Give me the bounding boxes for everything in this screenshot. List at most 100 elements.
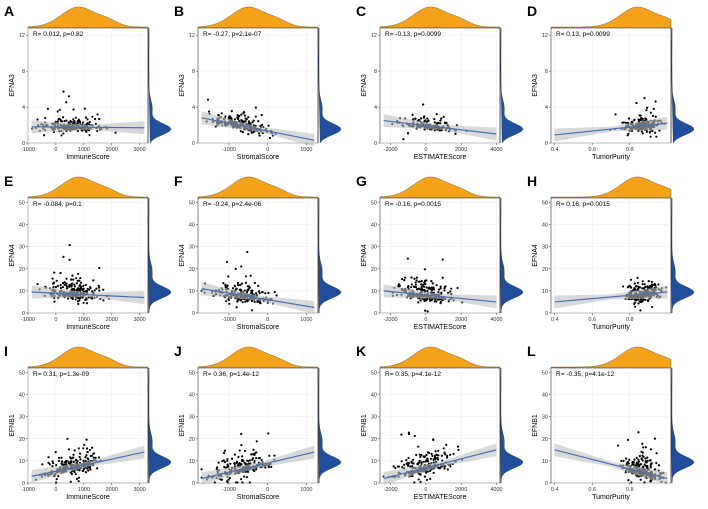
- y-tick-label: 20: [19, 267, 25, 273]
- data-point: [614, 113, 617, 116]
- x-density: [197, 346, 319, 369]
- data-point: [72, 460, 75, 463]
- data-point: [639, 118, 643, 122]
- data-point: [53, 300, 56, 303]
- data-point: [405, 462, 408, 465]
- data-point: [243, 289, 246, 292]
- data-point: [85, 438, 88, 441]
- data-point: [222, 451, 226, 455]
- data-point: [639, 478, 642, 481]
- data-point: [439, 122, 442, 125]
- data-point: [640, 116, 643, 120]
- data-point: [621, 121, 624, 124]
- data-point: [247, 120, 250, 123]
- data-point: [234, 285, 237, 288]
- data-point: [624, 471, 627, 474]
- data-point: [82, 301, 85, 304]
- y-tick-label: 8: [545, 69, 548, 75]
- x-density: [550, 176, 672, 199]
- data-point: [55, 481, 58, 484]
- data-point: [645, 130, 649, 133]
- x-tick-label: 0.8: [626, 317, 634, 323]
- data-point: [57, 118, 60, 121]
- data-point: [254, 115, 257, 118]
- data-point: [223, 449, 226, 452]
- data-point: [56, 284, 60, 288]
- y-tick-label: 12: [371, 33, 377, 39]
- y-tick-label: 50: [371, 370, 377, 376]
- y-tick-label: 4: [374, 105, 377, 111]
- x-tick-label: -1000: [222, 487, 236, 493]
- data-point: [253, 452, 256, 455]
- data-point: [651, 284, 654, 288]
- stat-label: R= 0.35, p=4.1e-12: [385, 371, 441, 378]
- x-axis-label: StromalScore: [237, 154, 280, 161]
- data-point: [217, 114, 220, 117]
- data-point: [636, 281, 640, 284]
- data-point: [652, 107, 655, 110]
- data-point: [634, 299, 638, 302]
- data-point: [424, 279, 427, 282]
- data-point: [429, 457, 433, 461]
- data-point: [228, 476, 231, 480]
- stat-label: R= -0.16, p=0.0015: [385, 201, 441, 208]
- data-point: [267, 291, 270, 295]
- data-point: [416, 287, 419, 291]
- x-axis-label: ESTIMATEScore: [414, 154, 467, 161]
- data-point: [226, 458, 229, 461]
- data-point: [66, 437, 69, 440]
- data-point: [641, 299, 644, 302]
- data-point: [71, 274, 74, 277]
- data-point: [253, 459, 256, 462]
- data-point: [61, 116, 65, 119]
- data-point: [67, 448, 71, 451]
- data-point: [92, 279, 95, 282]
- data-point: [234, 288, 237, 291]
- data-point: [268, 136, 272, 140]
- data-point: [653, 437, 657, 440]
- data-point: [420, 285, 423, 289]
- data-point: [636, 462, 639, 465]
- y-tick-label: 40: [371, 393, 377, 399]
- data-point: [654, 131, 657, 134]
- data-point: [46, 107, 50, 110]
- data-point: [412, 285, 416, 288]
- data-point: [56, 110, 59, 113]
- data-point: [644, 298, 647, 301]
- data-point: [227, 298, 230, 302]
- data-point: [449, 465, 452, 468]
- data-point: [641, 280, 644, 283]
- data-point: [250, 290, 254, 294]
- data-point: [224, 115, 227, 118]
- data-point: [643, 481, 646, 484]
- data-point: [75, 277, 78, 280]
- data-point: [82, 284, 85, 287]
- data-point: [638, 464, 641, 467]
- data-point: [257, 120, 260, 123]
- data-point: [634, 285, 638, 288]
- data-point: [41, 463, 44, 466]
- y-tick-label: 40: [189, 223, 195, 229]
- data-point: [220, 478, 224, 481]
- data-point: [258, 134, 261, 137]
- data-point: [657, 464, 661, 467]
- data-point: [436, 456, 439, 460]
- panel-letter: K: [356, 343, 366, 359]
- x-tick-label: 3000: [134, 147, 146, 153]
- data-point: [420, 453, 423, 457]
- data-point: [55, 478, 58, 481]
- data-point: [642, 446, 645, 449]
- x-tick-label: 0.8: [626, 147, 634, 153]
- data-point: [85, 302, 89, 305]
- x-axis-label: ImmuneScore: [66, 494, 110, 501]
- y-tick-label: 20: [189, 267, 195, 273]
- data-point: [240, 265, 243, 268]
- data-point: [200, 468, 203, 471]
- x-density: [379, 346, 501, 369]
- data-point: [624, 457, 628, 460]
- data-point: [252, 131, 255, 134]
- x-density: [27, 6, 149, 29]
- y-tick-label: 10: [542, 289, 548, 295]
- y-tick-label: 20: [189, 437, 195, 443]
- data-point: [89, 286, 92, 289]
